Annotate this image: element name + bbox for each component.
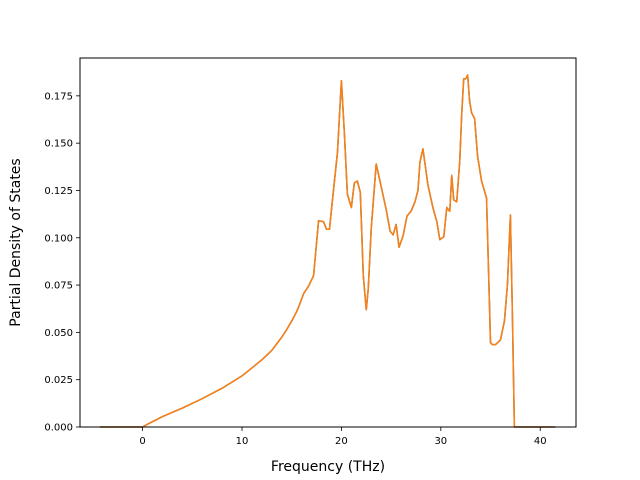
y-axis-ticks: 0.000 0.025 0.050 0.075 0.100 0.125 0.150 0.175 — [44, 91, 80, 434]
x-tick-label: 30 — [434, 436, 447, 447]
y-tick-label: 0.125 — [44, 186, 73, 197]
x-tick-label: 20 — [335, 436, 348, 447]
y-tick-label: 0.050 — [44, 328, 73, 339]
y-tick-label: 0.150 — [44, 139, 73, 150]
plot-frame — [79, 57, 577, 428]
y-tick-label: 0.000 — [44, 423, 73, 434]
y-tick-label: 0.025 — [44, 375, 73, 386]
x-axis-label: Frequency (THz) — [271, 459, 385, 475]
y-axis-label: Partial Density of States — [8, 158, 24, 326]
x-axis-ticks: 0 10 20 30 40 — [139, 427, 547, 447]
x-tick-label: 40 — [534, 436, 547, 447]
x-tick-label: 0 — [139, 436, 145, 447]
series-line-2 — [99, 74, 556, 428]
y-tick-label: 0.175 — [44, 91, 73, 102]
x-tick-label: 10 — [236, 436, 249, 447]
y-tick-label: 0.100 — [44, 233, 73, 244]
plot-lines — [99, 74, 556, 428]
y-tick-label: 0.075 — [44, 281, 73, 292]
series-line-1 — [99, 74, 556, 428]
